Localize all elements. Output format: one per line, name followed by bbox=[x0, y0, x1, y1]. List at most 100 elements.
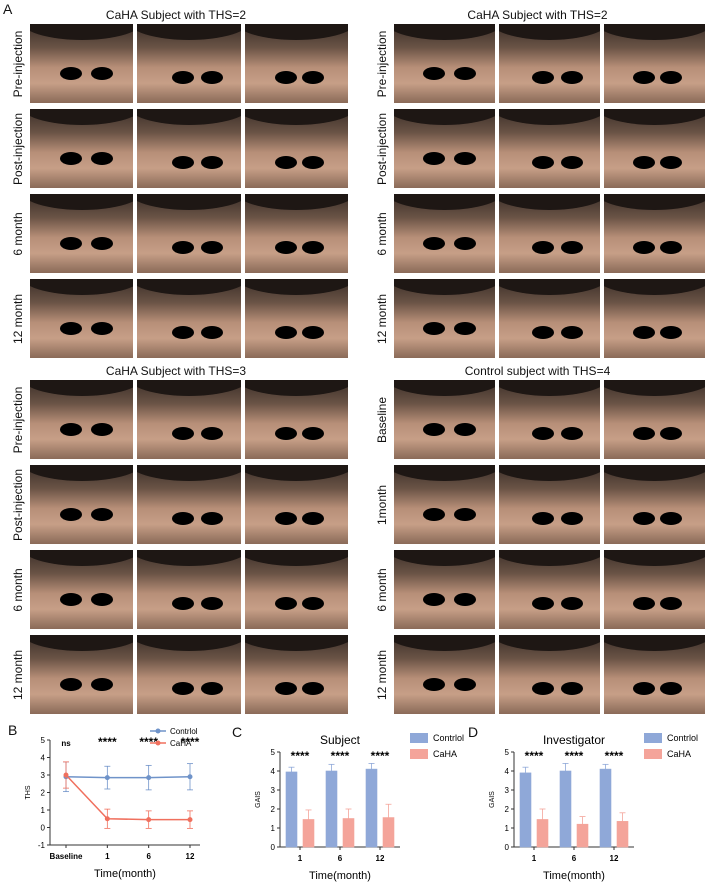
hair-shape bbox=[137, 109, 241, 125]
panel-letter-b: B bbox=[8, 722, 18, 738]
y-tick-label: 2 bbox=[41, 789, 46, 798]
legend-swatch bbox=[410, 733, 428, 743]
hair-shape bbox=[499, 550, 600, 566]
eye-mask bbox=[91, 593, 114, 607]
x-tick-label: 6 bbox=[572, 854, 577, 863]
y-axis-label: GAIS bbox=[489, 791, 496, 808]
hair-shape bbox=[244, 194, 348, 210]
eye-mask bbox=[301, 682, 324, 696]
eye-mask bbox=[633, 241, 656, 255]
face-photo bbox=[137, 194, 241, 273]
face-photo bbox=[394, 635, 495, 714]
x-tick-label: 6 bbox=[146, 852, 151, 861]
y-tick-label: 0 bbox=[271, 843, 276, 852]
row-label: 6 month bbox=[6, 550, 30, 629]
face-photo bbox=[394, 550, 495, 629]
eye-mask bbox=[60, 593, 83, 607]
photo-grid-caha-ths2-b: Pre-injection Post-injection 6 month 12 mon… bbox=[370, 24, 705, 358]
legend-swatch bbox=[644, 733, 662, 743]
eye-mask bbox=[560, 156, 583, 170]
eye-mask bbox=[453, 423, 476, 437]
hair-shape bbox=[244, 550, 348, 566]
hair-shape bbox=[394, 550, 495, 566]
row-label-text: 1month bbox=[375, 484, 389, 525]
eye-mask bbox=[60, 67, 83, 81]
group-title: Control subject with THS=4 bbox=[464, 364, 611, 378]
chart-gais-investigator: Investigator012345GAISTime(month)1****6*… bbox=[489, 733, 698, 882]
eye-mask bbox=[532, 156, 555, 170]
face-photo bbox=[394, 279, 495, 358]
hair-shape bbox=[30, 635, 134, 651]
eye-mask bbox=[453, 237, 476, 251]
row-label-text: 12 month bbox=[11, 293, 25, 344]
significance-label: **** bbox=[331, 749, 350, 763]
face-photo bbox=[137, 279, 241, 358]
hair-shape bbox=[137, 194, 241, 210]
hair-shape bbox=[30, 380, 134, 396]
row-label: Pre-injection bbox=[370, 24, 394, 103]
eye-mask bbox=[91, 152, 114, 166]
row-label-text: Post-injection bbox=[11, 112, 25, 185]
series-line bbox=[65, 774, 190, 821]
eye-mask bbox=[171, 512, 194, 526]
y-tick-label: 1 bbox=[505, 824, 510, 833]
hair-shape bbox=[604, 635, 705, 651]
eye-mask bbox=[171, 71, 194, 85]
data-point bbox=[187, 774, 193, 780]
face-photo bbox=[604, 109, 705, 188]
photo-row: 1month bbox=[370, 465, 705, 544]
legend-swatch bbox=[644, 749, 662, 759]
bar bbox=[342, 818, 355, 848]
eye-mask bbox=[301, 156, 324, 170]
legend-swatch bbox=[410, 749, 428, 759]
bar bbox=[382, 817, 395, 848]
bar bbox=[285, 771, 298, 848]
y-tick-label: 3 bbox=[41, 771, 46, 780]
bar bbox=[325, 770, 338, 848]
face-photo bbox=[137, 635, 241, 714]
row-label: 6 month bbox=[370, 194, 394, 273]
hair-shape bbox=[30, 194, 134, 210]
eye-mask bbox=[560, 512, 583, 526]
eye-mask bbox=[560, 682, 583, 696]
eye-mask bbox=[200, 326, 223, 340]
y-tick-label: 3 bbox=[505, 786, 510, 795]
y-tick-label: 5 bbox=[271, 748, 276, 757]
hair-shape bbox=[394, 465, 495, 481]
legend-label: Contrlol bbox=[667, 733, 698, 743]
eye-mask bbox=[633, 326, 656, 340]
photo-row: Post-injection bbox=[6, 465, 348, 544]
eye-mask bbox=[200, 597, 223, 611]
eye-mask bbox=[423, 423, 446, 437]
photo-row: 6 month bbox=[6, 550, 348, 629]
eye-mask bbox=[453, 593, 476, 607]
eye-mask bbox=[633, 512, 656, 526]
hair-shape bbox=[244, 109, 348, 125]
hair-shape bbox=[244, 635, 348, 651]
bar bbox=[302, 819, 315, 848]
face-photo bbox=[244, 109, 348, 188]
face-photo bbox=[137, 550, 241, 629]
y-tick-label: 5 bbox=[505, 748, 510, 757]
legend-label: Contrlol bbox=[170, 727, 198, 736]
row-label: Pre-injection bbox=[6, 24, 30, 103]
y-tick-label: 4 bbox=[505, 767, 510, 776]
y-tick-label: -1 bbox=[38, 841, 46, 850]
eye-mask bbox=[532, 71, 555, 85]
data-point bbox=[104, 816, 110, 822]
eye-mask bbox=[633, 682, 656, 696]
eye-mask bbox=[91, 678, 114, 692]
photo-row: 6 month bbox=[370, 550, 705, 629]
eye-mask bbox=[171, 156, 194, 170]
eye-mask bbox=[171, 326, 194, 340]
eye-mask bbox=[453, 152, 476, 166]
eye-mask bbox=[171, 597, 194, 611]
face-photo bbox=[604, 24, 705, 103]
row-label-text: 12 month bbox=[375, 293, 389, 344]
face-photo bbox=[499, 635, 600, 714]
y-tick-label: 4 bbox=[41, 754, 46, 763]
face-photo bbox=[499, 279, 600, 358]
eye-mask bbox=[423, 593, 446, 607]
hair-shape bbox=[604, 109, 705, 125]
face-photo bbox=[30, 380, 134, 459]
